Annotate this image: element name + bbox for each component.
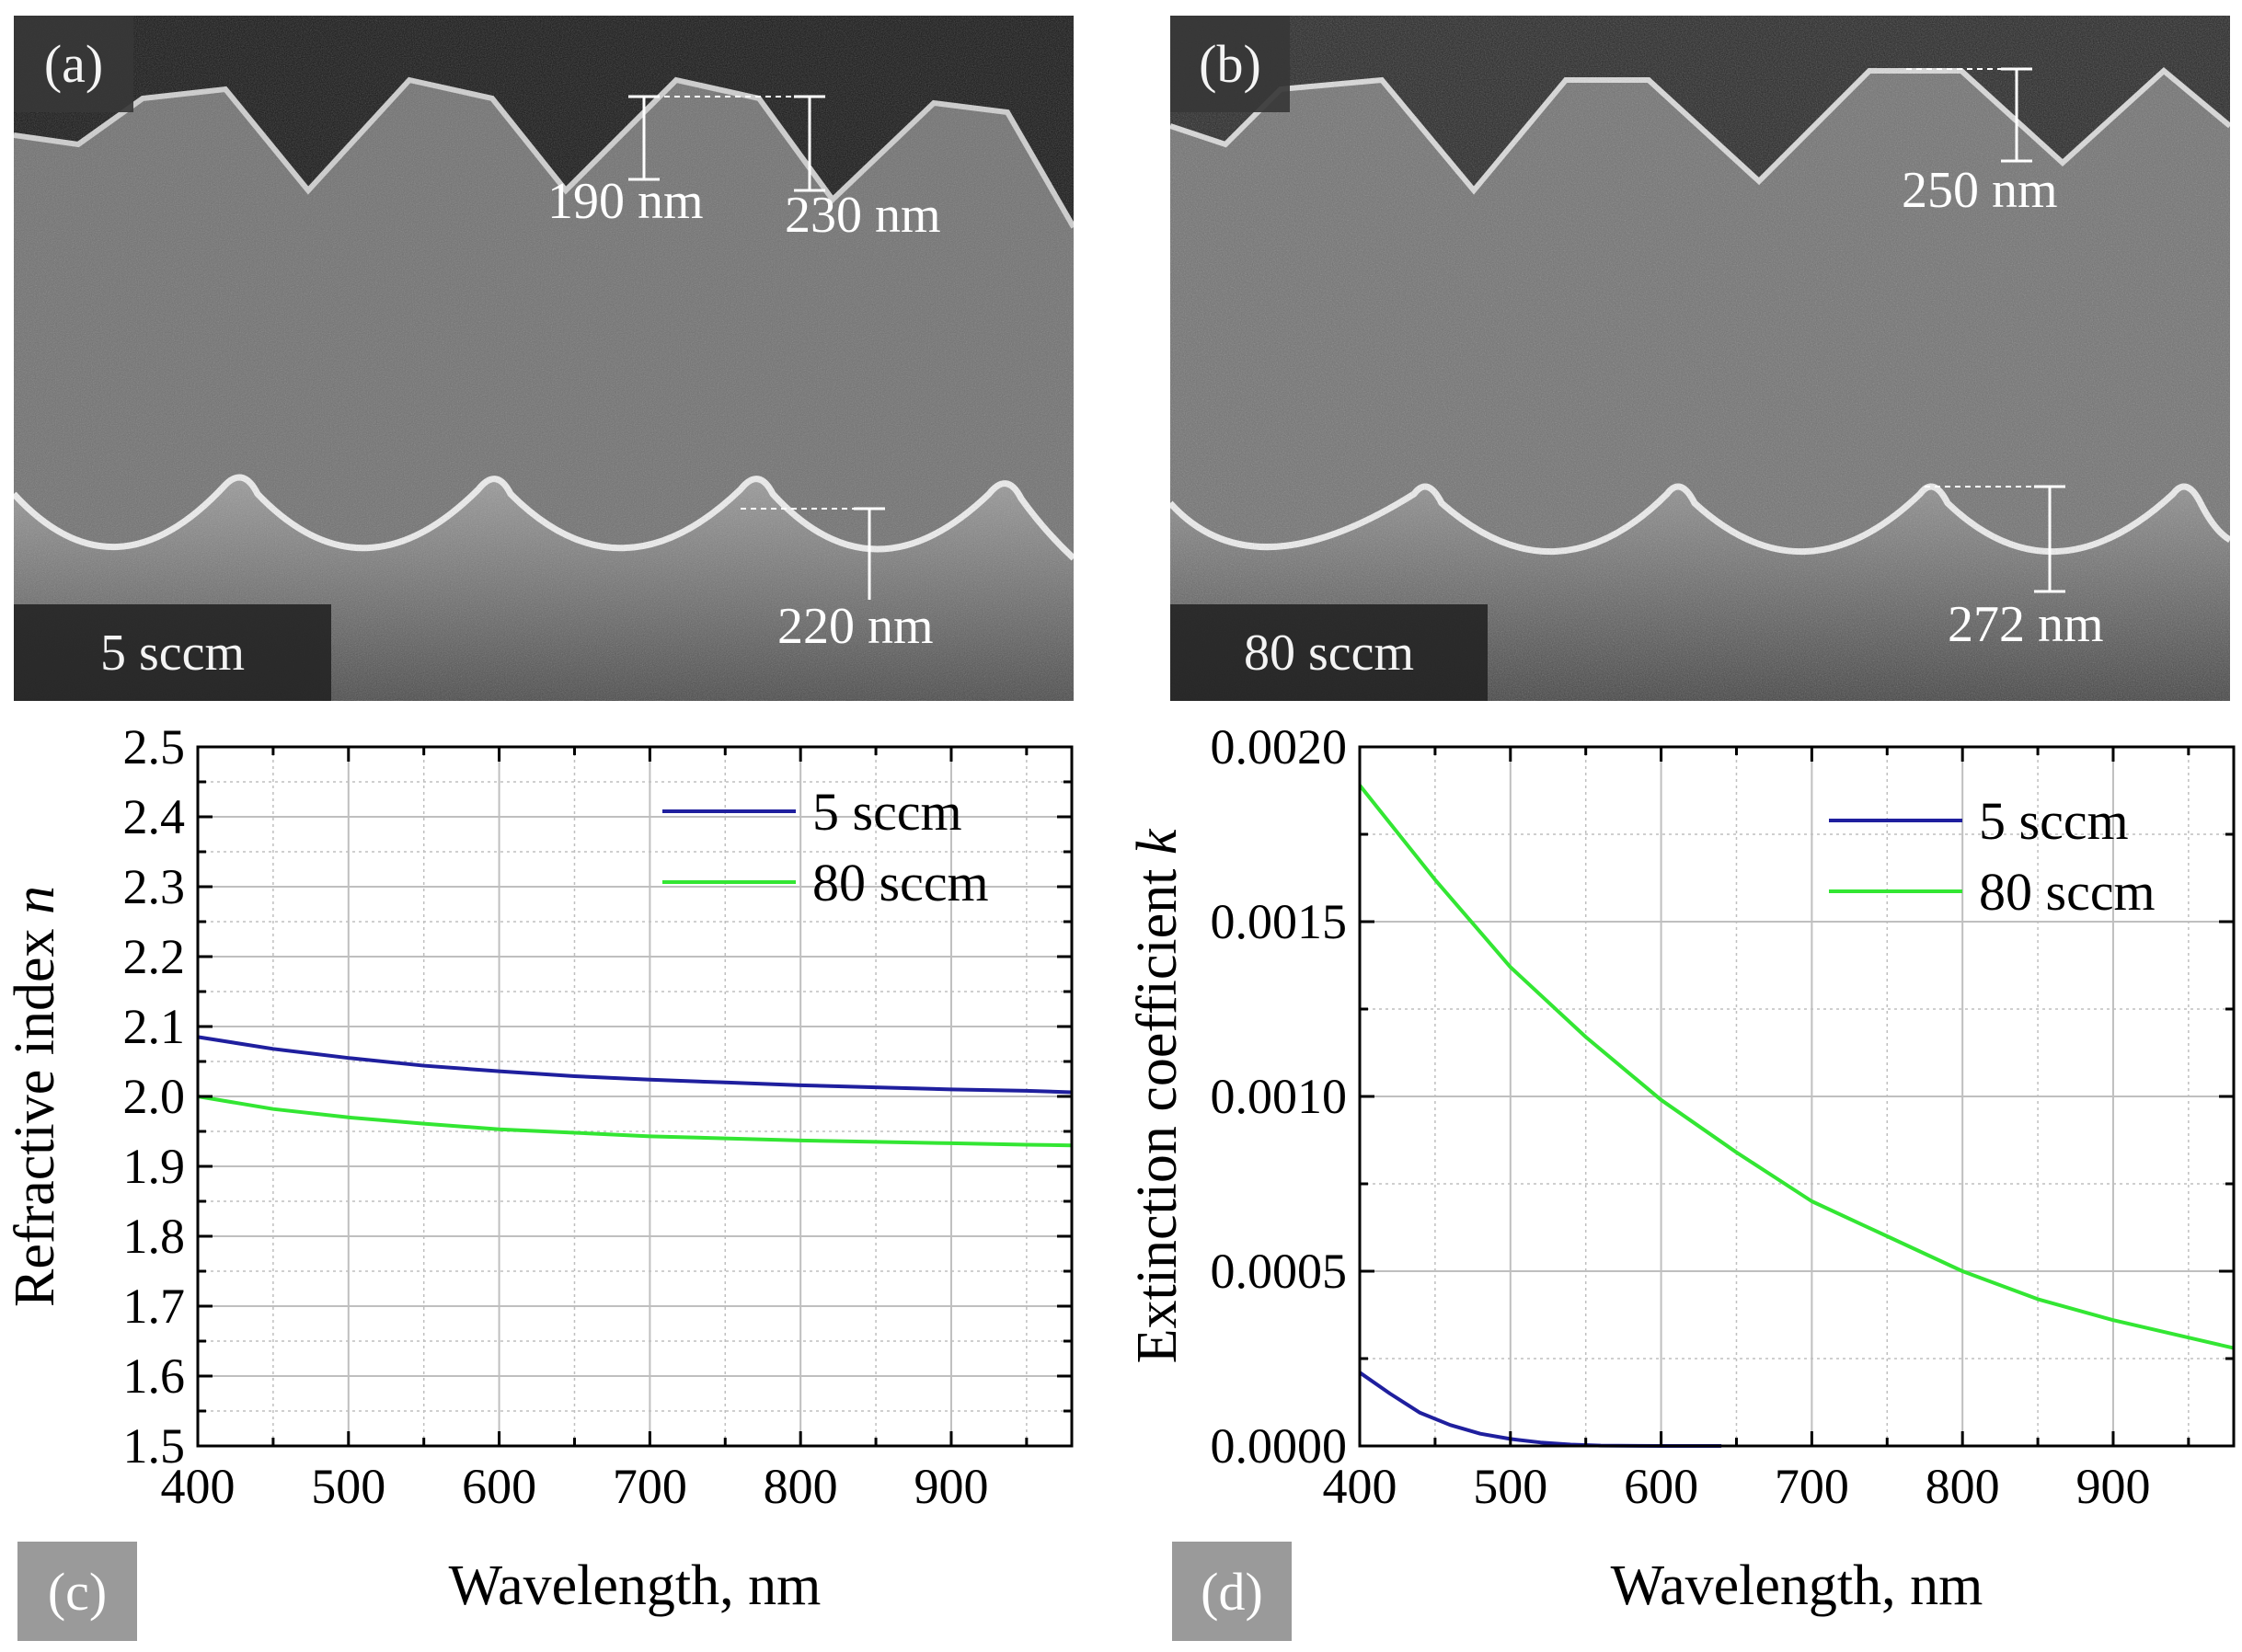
chart-refractive-index: 400 500 600 700 800 900 1.5 1.6 1.7 1.8 1.9 2.0 2.1 2… <box>4 727 1074 1617</box>
y-tick-label: 0.0015 <box>1211 894 1348 949</box>
measurement-190nm: 190 nm <box>547 173 704 230</box>
x-tick-label: 700 <box>1775 1459 1849 1514</box>
legend-label: 5 sccm <box>1979 791 2129 851</box>
x-tick-label: 600 <box>462 1459 536 1514</box>
y-axis-label-symbol: k <box>1126 828 1189 855</box>
x-tick-label: 800 <box>1926 1459 2000 1514</box>
y-tick-label: 2.1 <box>123 999 186 1054</box>
series-line-80-sccm <box>197 1095 1073 1148</box>
y-tick-label: 0.0005 <box>1211 1244 1348 1299</box>
axis-ticks <box>1358 745 2234 1448</box>
measurement-230nm: 230 nm <box>785 187 941 244</box>
measurement-220nm: 220 nm <box>777 598 934 655</box>
x-axis-label: Wavelength, nm <box>449 1554 822 1617</box>
sem-image-b: (b) 80 sccm 250 nm 272 nm <box>1170 16 2230 701</box>
y-axis-label: Extinction coefficient k <box>1126 828 1189 1363</box>
y-tick-label: 1.6 <box>123 1348 186 1404</box>
panel-label-b: (b) <box>1170 16 1290 112</box>
y-tick-label: 2.4 <box>123 789 186 844</box>
y-tick-label: 1.5 <box>123 1418 186 1474</box>
legend-label: 80 sccm <box>1979 862 2156 922</box>
panel-label-a: (a) <box>14 16 133 112</box>
x-tick-label: 900 <box>914 1459 988 1514</box>
x-tick-label: 600 <box>1624 1459 1698 1514</box>
sem-image-a: (a) 5 sccm 190 nm 230 nm 220 nm <box>14 16 1074 701</box>
y-tick-label: 2.5 <box>123 727 186 774</box>
y-tick-label: 0.0000 <box>1211 1418 1348 1474</box>
legend-label: 5 sccm <box>812 782 962 842</box>
series-line-80-sccm <box>1358 784 2235 1350</box>
panel-label-c: (c) <box>17 1542 137 1641</box>
y-axis-label-text: Extinction coefficient <box>1126 855 1189 1363</box>
series-line-5-sccm <box>1358 1371 1722 1448</box>
measurement-250nm: 250 nm <box>1902 162 2058 219</box>
y-tick-label: 2.3 <box>123 859 186 914</box>
x-tick-label: 700 <box>613 1459 687 1514</box>
y-tick-label: 2.2 <box>123 929 186 984</box>
legend: 5 sccm 80 sccm <box>662 782 989 912</box>
series-line-5-sccm <box>197 1035 1073 1095</box>
y-tick-label: 1.8 <box>123 1209 186 1264</box>
y-axis-label-text: Refractive index <box>4 914 66 1307</box>
x-tick-label: 400 <box>1323 1459 1397 1514</box>
x-tick-label: 500 <box>1473 1459 1547 1514</box>
y-tick-label: 2.0 <box>123 1069 186 1124</box>
y-tick-label: 0.0020 <box>1211 727 1348 774</box>
x-axis-label: Wavelength, nm <box>1611 1554 1983 1617</box>
x-tick-label: 900 <box>2075 1459 2150 1514</box>
scale-label-a: 5 sccm <box>14 604 331 701</box>
y-axis-label-symbol: n <box>4 886 66 914</box>
legend: 5 sccm 80 sccm <box>1829 791 2156 922</box>
y-tick-label: 1.9 <box>123 1139 186 1194</box>
sem-texture-b <box>1170 16 2230 701</box>
chart-extinction-coefficient: 400 500 600 700 800 900 0.0000 0.0005 0.0010 0.00… <box>1126 727 2236 1617</box>
major-grid <box>1360 747 2234 1446</box>
y-axis-label: Refractive index n <box>4 886 66 1307</box>
y-tick-label: 0.0010 <box>1211 1069 1348 1124</box>
axis-ticks <box>196 745 1072 1448</box>
measurement-272nm: 272 nm <box>1948 596 2104 653</box>
x-tick-label: 500 <box>311 1459 385 1514</box>
x-tick-label: 400 <box>161 1459 236 1514</box>
legend-label: 80 sccm <box>812 853 989 912</box>
scale-label-b: 80 sccm <box>1170 604 1488 701</box>
panel-label-d: (d) <box>1172 1542 1292 1641</box>
major-grid <box>198 747 1072 1446</box>
x-tick-label: 800 <box>764 1459 838 1514</box>
y-tick-label: 1.7 <box>123 1279 186 1334</box>
sem-texture-a <box>14 16 1074 701</box>
